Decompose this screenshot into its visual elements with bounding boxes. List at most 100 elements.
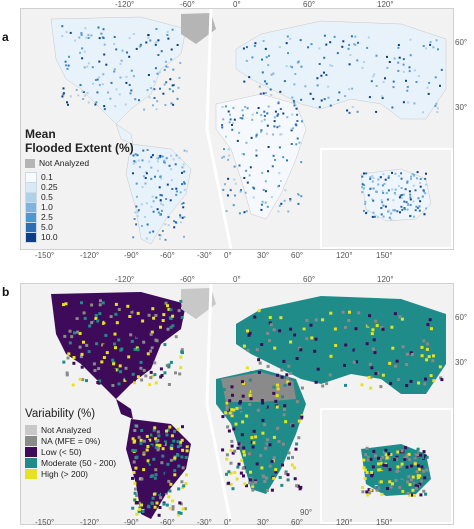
variability-pixel [152,457,156,461]
variability-pixel [420,465,424,469]
flood-pixel [400,205,403,208]
flood-pixel [412,200,415,203]
flood-pixel [160,194,163,197]
variability-pixel [265,476,268,480]
flood-pixel [289,199,292,202]
flood-pixel [62,92,65,95]
flood-pixel [370,80,373,83]
flood-pixel [417,197,420,200]
variability-pixel [168,506,172,510]
flood-pixel [134,161,137,164]
flood-pixel [372,177,375,179]
flood-pixel [98,76,101,79]
flood-pixel [259,92,262,95]
variability-pixel [86,356,90,360]
variability-pixel [362,458,366,462]
flood-pixel [363,172,365,175]
flood-pixel [105,63,108,66]
variability-pixel [371,347,375,351]
flood-pixel [133,218,136,220]
variability-pixel [400,449,404,453]
flood-pixel [287,52,289,55]
flood-pixel [286,116,289,119]
variability-pixel [290,381,294,385]
variability-pixel [149,460,153,464]
flood-pixel [381,97,384,99]
variability-pixel [153,373,157,377]
flood-pixel [87,34,90,37]
variability-pixel [413,462,417,466]
variability-pixel [132,460,136,464]
variability-pixel [377,462,380,466]
flood-pixel [381,190,384,192]
flood-pixel [344,95,347,98]
flood-pixel [277,210,280,213]
variability-pixel [229,471,233,475]
legend-b-class-1: NA (MFE = 0%) [25,435,165,446]
variability-pixel [232,408,236,412]
flood-pixel [77,94,80,97]
flood-pixel [229,189,232,192]
flood-pixel [157,157,160,160]
variability-pixel [423,454,427,458]
variability-pixel [371,328,375,332]
variability-pixel [268,443,272,447]
variability-pixel [225,405,229,409]
variability-map: Variability (%) Not Analyzed NA (MFE = 0%… [20,283,454,525]
variability-pixel [142,340,146,344]
flood-pixel [244,105,247,108]
variability-pixel [366,493,369,497]
variability-pixel [328,373,332,377]
variability-pixel [146,445,150,448]
flood-pixel [182,163,185,166]
variability-pixel [161,447,165,451]
flood-pixel [144,170,147,173]
variability-pixel [82,327,86,331]
variability-pixel [414,453,418,457]
variability-pixel [82,340,85,344]
variability-pixel [252,381,255,385]
flood-pixel [140,225,143,227]
flood-pixel [183,216,186,218]
flood-pixel [221,126,224,129]
flood-pixel [136,154,139,157]
variability-pixel [279,429,283,432]
flood-pixel [145,172,148,175]
flood-pixel [409,193,412,196]
variability-pixel [81,378,85,382]
variability-pixel [373,351,377,355]
flood-pixel [161,155,164,158]
variability-pixel [246,329,249,333]
flood-pixel [402,193,405,196]
variability-pixel [247,452,251,456]
flood-pixel [264,47,267,50]
variability-pixel [109,315,113,319]
variability-pixel [250,371,253,374]
flood-pixel [164,223,167,226]
oceania-inset-frame-b [320,408,453,524]
flood-pixel [320,99,323,102]
flood-pixel [160,177,162,180]
variability-pixel [173,429,176,433]
variability-pixel [176,453,179,456]
variability-pixel [173,469,177,473]
flood-pixel [170,179,173,182]
variability-pixel [325,382,329,386]
legend-b: Variability (%) Not Analyzed NA (MFE = 0%… [25,407,165,479]
variability-pixel [161,319,165,322]
variability-pixel [170,303,174,306]
legend-a-class-6: 10.0 [25,231,145,243]
flood-pixel [382,215,385,218]
variability-pixel [142,451,146,455]
variability-pixel [422,450,426,454]
variability-pixel [275,452,279,456]
variability-pixel [167,495,171,499]
variability-pixel [379,458,382,461]
flood-pixel [361,191,364,194]
variability-pixel [130,310,134,314]
flood-pixel [261,171,264,174]
variability-pixel [365,342,369,346]
variability-pixel [364,453,368,457]
flood-pixel [312,97,315,100]
variability-pixel [259,327,263,331]
